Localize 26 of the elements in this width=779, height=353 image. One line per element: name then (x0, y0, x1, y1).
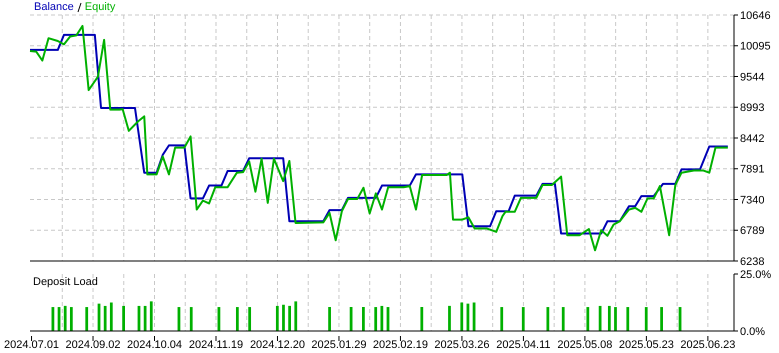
y-tick-label: 9544 (740, 71, 764, 84)
x-tick-label: 2025.04.11 (496, 339, 551, 351)
series-label: Balance (34, 1, 74, 13)
x-tick-label: 2025.05.08 (557, 339, 612, 351)
x-tick-label: 2024.12.20 (250, 339, 306, 351)
x-tick-label: 2024.11.19 (188, 339, 244, 351)
y-tick-label: 6789 (740, 225, 764, 238)
y-tick-label: 25.0% (740, 268, 772, 281)
x-tick-label: 2025.03.26 (434, 339, 490, 351)
y-tick-label: 10646 (740, 10, 771, 22)
y-tick-label: 7340 (740, 194, 764, 206)
chart-title: Deposit Load (33, 276, 98, 288)
y-tick-label: 10095 (740, 40, 771, 53)
x-tick-label: 2025.05.23 (618, 339, 674, 351)
x-tick-label: 2025.01.29 (311, 339, 366, 351)
y-tick-label: 7891 (740, 164, 764, 176)
y-tick-label: 8993 (740, 102, 764, 114)
y-tick-label: 0.0% (740, 326, 766, 338)
y-tick-label: 6238 (740, 256, 764, 268)
x-tick-label: 2024.07.01 (4, 339, 60, 351)
series-label: Equity (84, 1, 116, 13)
x-tick-label: 2024.10.04 (126, 339, 182, 351)
x-tick-label: 2024.09.02 (65, 339, 121, 351)
x-tick-label: 2025.02.19 (372, 339, 428, 351)
y-tick-label: 8442 (740, 132, 764, 145)
x-tick-label: 2025.06.23 (680, 339, 736, 351)
